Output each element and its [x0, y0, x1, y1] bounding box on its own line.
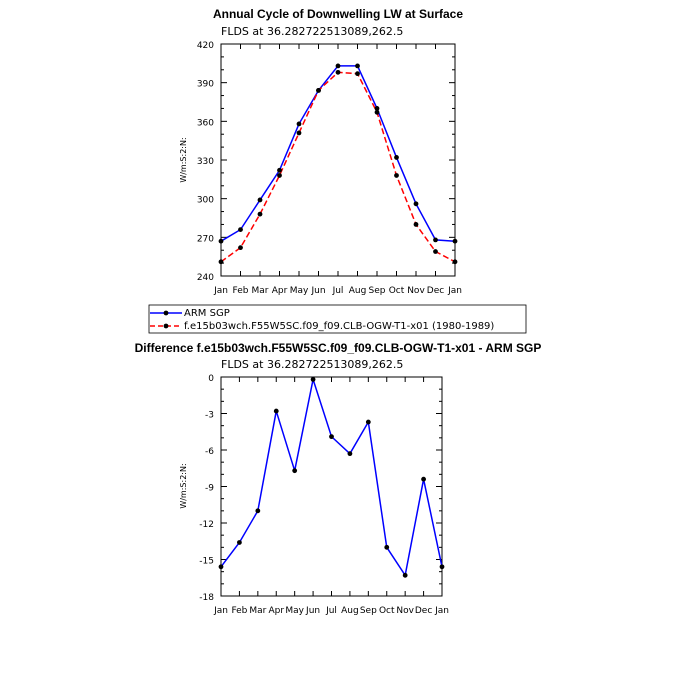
legend-marker-arm-sgp [163, 310, 169, 316]
data-point [218, 259, 224, 265]
x-tick-label: Jan [447, 286, 462, 296]
x-tick-label: Apr [272, 286, 288, 296]
y-tick-label: 0 [208, 374, 214, 384]
data-point [277, 167, 282, 173]
x-tick-label: May [290, 286, 309, 296]
y-tick-label: 420 [197, 41, 214, 51]
x-tick-label: Sep [360, 606, 377, 616]
data-point [255, 508, 261, 514]
y-tick-label: 360 [197, 118, 214, 128]
annual-cycle-chart: Annual Cycle of Downwelling LW at Surfac… [179, 7, 463, 296]
x-tick-label: Aug [341, 606, 359, 616]
chart-subtitle: FLDS at 36.282722513089,262.5 [221, 358, 403, 371]
x-tick-label: Aug [349, 286, 367, 296]
x-tick-label: Mar [252, 286, 269, 296]
x-tick-label: Jan [213, 606, 228, 616]
data-point [277, 173, 282, 178]
data-point [452, 238, 458, 244]
data-point [433, 237, 438, 243]
y-tick-label: -9 [205, 484, 214, 494]
data-point [218, 238, 224, 244]
data-point [355, 71, 360, 77]
x-tick-label: Nov [407, 286, 425, 296]
x-tick-label: Feb [233, 286, 249, 296]
x-tick-label: May [285, 606, 304, 616]
legend-label-model: f.e15b03wch.F55W5SC.f09_f09.CLB-OGW-T1-x… [184, 321, 494, 332]
data-point [218, 564, 224, 570]
y-tick-label: -15 [199, 557, 214, 567]
x-tick-label: Dec [415, 606, 432, 616]
data-point [310, 377, 316, 382]
y-tick-label: 390 [197, 80, 214, 90]
x-tick-label: Jul [325, 606, 337, 616]
x-tick-label: Jun [305, 606, 320, 616]
data-point [452, 259, 458, 265]
data-point [238, 227, 243, 233]
data-point [365, 419, 371, 425]
x-tick-label: Jun [310, 286, 325, 296]
data-point [347, 451, 353, 457]
x-tick-label: Dec [427, 286, 444, 296]
data-point [273, 408, 279, 414]
x-tick-label: Feb [231, 606, 247, 616]
data-point [355, 63, 360, 69]
data-point [237, 540, 242, 545]
data-point [421, 476, 426, 482]
x-tick-label: Jan [434, 606, 449, 616]
data-point [374, 106, 380, 111]
y-tick-label: -6 [205, 447, 214, 457]
data-point [413, 222, 419, 227]
y-axis-label: W/m:S:2:N: [179, 137, 188, 182]
data-point [292, 468, 298, 474]
x-tick-label: Nov [396, 606, 414, 616]
x-tick-label: Apr [268, 606, 284, 616]
data-point [335, 63, 341, 69]
x-tick-label: Oct [389, 286, 405, 296]
y-axis-label: W/m:S:2:N: [179, 463, 188, 508]
data-point [238, 245, 243, 251]
y-tick-label: 300 [197, 196, 214, 206]
data-point [296, 121, 302, 127]
data-point [402, 572, 408, 578]
data-point [394, 155, 399, 160]
difference-chart: Difference f.e15b03wch.F55W5SC.f09_f09.C… [135, 341, 542, 616]
y-tick-label: 240 [197, 273, 214, 283]
data-point [413, 201, 419, 207]
y-tick-label: -12 [199, 520, 214, 530]
legend-box [148, 304, 527, 334]
legend-marker-model [163, 323, 169, 329]
data-point [296, 130, 302, 136]
data-point [439, 564, 445, 570]
y-tick-label: 270 [197, 234, 214, 244]
data-point [335, 69, 341, 75]
y-tick-label: 330 [197, 157, 214, 167]
data-point [257, 211, 263, 217]
chart-subtitle: FLDS at 36.282722513089,262.5 [221, 25, 403, 38]
x-tick-label: Mar [249, 606, 266, 616]
data-point [329, 434, 334, 440]
data-point [257, 197, 263, 203]
x-tick-label: Sep [369, 286, 386, 296]
x-tick-label: Jul [332, 286, 344, 296]
chart-title: Difference f.e15b03wch.F55W5SC.f09_f09.C… [135, 341, 542, 355]
y-tick-label: -3 [205, 411, 214, 421]
data-point [394, 173, 399, 178]
y-tick-label: -18 [199, 593, 214, 603]
legend-label-arm-sgp: ARM SGP [184, 308, 230, 319]
chart-title: Annual Cycle of Downwelling LW at Surfac… [213, 7, 463, 21]
x-tick-label: Oct [379, 606, 395, 616]
data-point [433, 249, 438, 254]
data-point [374, 109, 380, 115]
x-tick-label: Jan [213, 286, 228, 296]
legend: ARM SGP f.e15b03wch.F55W5SC.f09_f09.CLB-… [148, 304, 527, 334]
data-point [384, 544, 390, 550]
data-point [316, 88, 321, 93]
